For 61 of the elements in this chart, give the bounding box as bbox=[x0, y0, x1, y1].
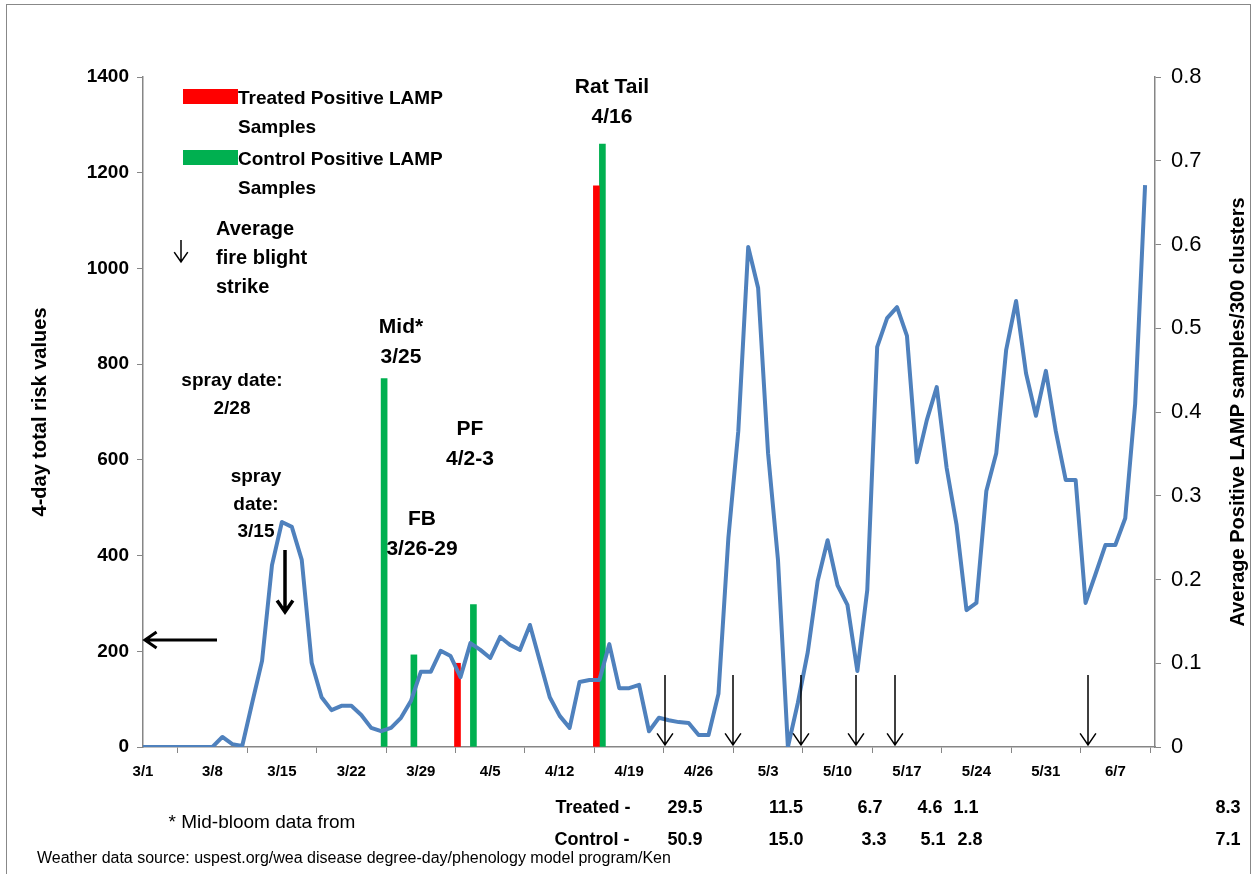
x-tick-label: 5/31 bbox=[1031, 762, 1061, 780]
annotation: Mid* 3/25 bbox=[377, 313, 425, 370]
annotation: PF 4/2-3 bbox=[445, 415, 495, 472]
y2-tick-label: 0.6 bbox=[1171, 230, 1202, 256]
x-tick-label: 4/19 bbox=[614, 762, 644, 780]
y2-axis-title: Average Positive LAMP samples/300 clusters bbox=[1225, 197, 1248, 627]
text: Control - bbox=[553, 828, 631, 851]
y-tick-label: 200 bbox=[97, 639, 129, 661]
text: 11.5 bbox=[767, 796, 804, 819]
text: * Mid-bloom data from bbox=[167, 810, 357, 834]
y-tick-label: 1400 bbox=[86, 65, 129, 87]
y2-tick-label: 0.4 bbox=[1171, 398, 1202, 424]
text: 8.3 bbox=[1214, 796, 1242, 819]
annotation: FB 3/26-29 bbox=[385, 505, 459, 562]
text: 29.5 bbox=[666, 796, 704, 819]
x-tick-label: 5/24 bbox=[961, 762, 992, 780]
annotation: Average fire blight strike bbox=[216, 216, 309, 299]
text: 50.9 bbox=[666, 828, 704, 851]
x-tick-label: 6/7 bbox=[1104, 762, 1126, 780]
bar bbox=[593, 185, 600, 747]
legend-label: Control Positive LAMP Samples bbox=[238, 147, 444, 200]
text: Treated - bbox=[554, 796, 632, 819]
y-tick-label: 0 bbox=[118, 735, 129, 757]
x-tick-label: 3/8 bbox=[202, 762, 223, 780]
x-tick-label: 3/15 bbox=[267, 762, 297, 780]
y-tick-label: 1200 bbox=[86, 160, 129, 182]
y2-tick-label: 0 bbox=[1171, 733, 1184, 759]
y2-tick-label: 0.1 bbox=[1171, 649, 1202, 675]
text: 1.1 bbox=[952, 796, 980, 819]
text: 4.6 bbox=[916, 796, 944, 819]
x-tick-label: 4/26 bbox=[684, 762, 714, 780]
x-tick-label: 3/1 bbox=[132, 762, 154, 780]
x-tick-label: 3/29 bbox=[406, 762, 436, 780]
y2-tick-label: 0.8 bbox=[1171, 63, 1202, 89]
bar bbox=[470, 604, 477, 747]
annotation: spray date: 2/28 bbox=[181, 369, 283, 418]
text: 7.1 bbox=[1214, 828, 1242, 851]
x-tick-label: 4/5 bbox=[479, 762, 501, 780]
text: 2.8 bbox=[956, 828, 984, 851]
legend-label: Treated Positive LAMP Samples bbox=[238, 86, 444, 139]
x-tick-label: 5/3 bbox=[757, 762, 779, 780]
text: Weather data source: uspest.org/wea disease degree-day/phenology model program/Ken bbox=[37, 849, 671, 866]
x-tick-label: 5/17 bbox=[892, 762, 922, 780]
y-tick-label: 400 bbox=[97, 543, 129, 565]
y2-tick-label: 0.2 bbox=[1171, 565, 1202, 591]
text: 3.3 bbox=[860, 828, 888, 851]
y-tick-label: 600 bbox=[97, 448, 129, 470]
y2-tick-label: 0.7 bbox=[1171, 146, 1202, 172]
text: 5.1 bbox=[919, 828, 947, 851]
x-tick-label: 5/10 bbox=[822, 762, 853, 780]
x-tick-label: 3/22 bbox=[336, 762, 366, 780]
annotation: Rat Tail 4/16 bbox=[573, 73, 651, 130]
y-axis-title: 4-day total risk values bbox=[27, 307, 50, 517]
text: 6.7 bbox=[856, 796, 884, 819]
x-tick-label: 4/12 bbox=[545, 762, 575, 780]
y-tick-label: 1000 bbox=[86, 256, 129, 278]
text: 15.0 bbox=[767, 828, 805, 851]
y2-tick-label: 0.3 bbox=[1171, 481, 1202, 507]
annotation: spray date: 3/15 bbox=[229, 464, 283, 544]
y2-tick-label: 0.5 bbox=[1171, 314, 1202, 340]
y-tick-label: 800 bbox=[97, 352, 129, 374]
